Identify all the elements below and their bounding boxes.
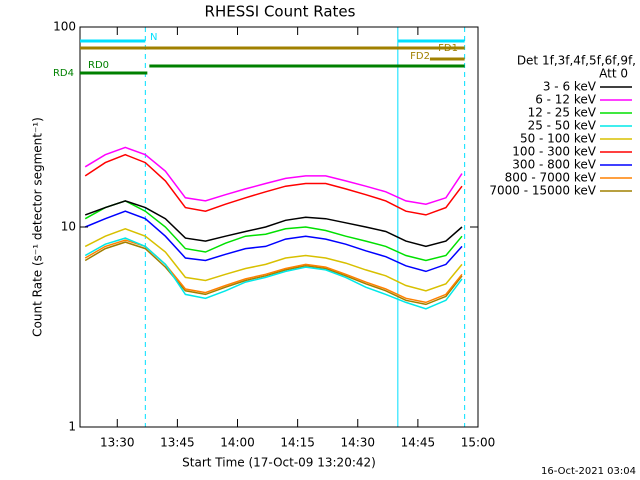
series-line bbox=[84, 241, 463, 306]
x-tick-label: 14:45 bbox=[401, 436, 436, 450]
legend-label: 800 - 7000 keV bbox=[505, 171, 597, 185]
footer: 16-Oct-2021 03:04 bbox=[541, 466, 636, 477]
series-line bbox=[84, 228, 463, 292]
chart-title: RHESSI Count Rates bbox=[205, 3, 356, 21]
series-line bbox=[84, 200, 463, 248]
annotation-label: RD4 bbox=[53, 68, 74, 79]
x-tick-label: 14:30 bbox=[340, 436, 375, 450]
y-tick-label: 100 bbox=[53, 20, 76, 34]
legend-label: 6 - 12 keV bbox=[535, 93, 597, 107]
legend-label: 7000 - 15000 keV bbox=[489, 184, 596, 198]
annotation-label: RD0 bbox=[88, 60, 109, 71]
series-line bbox=[84, 200, 463, 262]
annotation-label: N bbox=[150, 32, 157, 43]
x-tick-label: 14:15 bbox=[280, 436, 315, 450]
legend-label: 50 - 100 keV bbox=[520, 132, 597, 146]
legend-label: 300 - 800 keV bbox=[512, 158, 596, 172]
legend-label: 100 - 300 keV bbox=[512, 145, 596, 159]
series-line bbox=[84, 239, 463, 304]
y-tick-label: 10 bbox=[61, 220, 76, 234]
x-tick-label: 13:45 bbox=[160, 436, 195, 450]
x-tick-label: 15:00 bbox=[461, 436, 496, 450]
plot-frame bbox=[79, 26, 479, 428]
y-tick-label: 1 bbox=[68, 420, 76, 434]
series-line bbox=[84, 237, 463, 310]
legend-title: Att 0 bbox=[599, 67, 628, 81]
y-axis-label: Count Rate (s⁻¹ detector segment⁻¹) bbox=[31, 117, 45, 337]
x-tick-label: 14:00 bbox=[220, 436, 255, 450]
x-axis-label: Start Time (17-Oct-09 13:20:42) bbox=[182, 456, 376, 470]
legend-title: Det 1f,3f,4f,5f,6f,9f, bbox=[517, 54, 636, 68]
series-line bbox=[84, 210, 463, 273]
x-tick-label: 13:30 bbox=[100, 436, 135, 450]
legend-label: 3 - 6 keV bbox=[543, 80, 597, 94]
annotation-label: FD2 bbox=[410, 51, 430, 62]
series-line bbox=[84, 153, 463, 216]
legend-label: 25 - 50 keV bbox=[528, 119, 597, 133]
annotation-label: FD1 bbox=[438, 43, 458, 54]
series-line bbox=[84, 146, 463, 205]
legend-label: 12 - 25 keV bbox=[528, 106, 597, 120]
